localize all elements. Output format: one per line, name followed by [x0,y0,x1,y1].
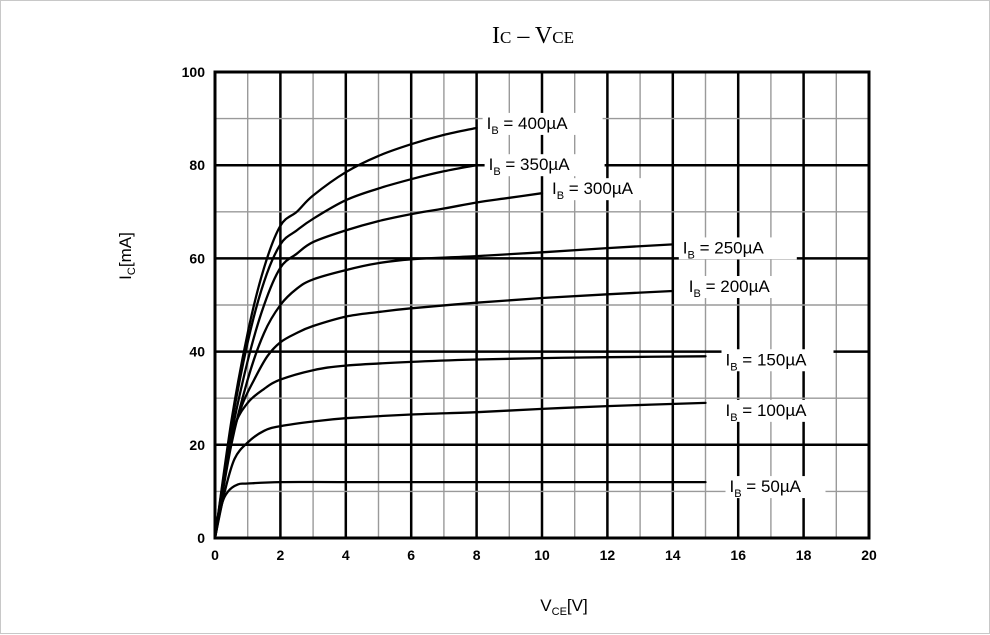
x-tick-label: 4 [342,547,350,563]
series-label: IB = 250µA [683,238,765,261]
series-label-background [482,112,603,135]
series-curve [213,243,674,540]
series-curve [213,480,707,540]
x-tick-label: 0 [211,547,219,563]
grid-layer [213,70,871,540]
x-tick-label: 14 [665,547,681,563]
curves-layer [213,126,707,540]
series-label: IB = 350µA [489,155,571,178]
y-tick-label: 100 [182,64,206,80]
y-tick-label: 0 [197,530,205,546]
plot-border [213,70,871,540]
x-tick-label: 16 [730,547,746,563]
series-curve [213,289,674,540]
series-curve [213,192,544,540]
series-label-background [484,154,605,177]
y-tick-label: 40 [189,344,205,360]
series-label: IB = 100µA [726,401,808,424]
y-axis-label: IC[mA] [116,232,138,280]
series-label: IB = 50µA [730,477,802,500]
series-curve [213,401,707,540]
series-label-background [721,399,834,422]
series-curve [213,126,478,540]
series-label-background [721,349,834,372]
series-label-background [725,476,826,499]
series-label: IB = 300µA [552,179,634,202]
series-label: IB = 400µA [487,114,569,137]
ticks-layer: 0 2 4 6 8 10 12 14 16 18 20 0 20 40 60 80 100 [182,64,877,563]
series-curve [213,164,478,540]
series-curve [213,355,707,540]
x-tick-label: 10 [534,547,550,563]
series-labels-layer: IB = 50µA IB = 100µA IB = 150µA IB = 200µA I… [482,112,834,500]
x-tick-label: 18 [796,547,812,563]
series-label-background [684,276,799,299]
x-tick-label: 12 [600,547,616,563]
series-label-background [678,237,797,260]
x-tick-label: 20 [861,547,877,563]
y-tick-label: 20 [189,437,205,453]
y-tick-label: 80 [189,157,205,173]
y-tick-label: 60 [189,250,205,266]
series-label: IB = 150µA [726,350,808,373]
chart-title: IC – VCE [492,23,574,49]
x-tick-label: 2 [277,547,285,563]
x-tick-label: 6 [407,547,415,563]
x-tick-label: 8 [473,547,481,563]
series-label: IB = 200µA [689,277,771,300]
series-label-background [548,178,666,201]
x-axis-label: VCE[V] [540,596,587,618]
